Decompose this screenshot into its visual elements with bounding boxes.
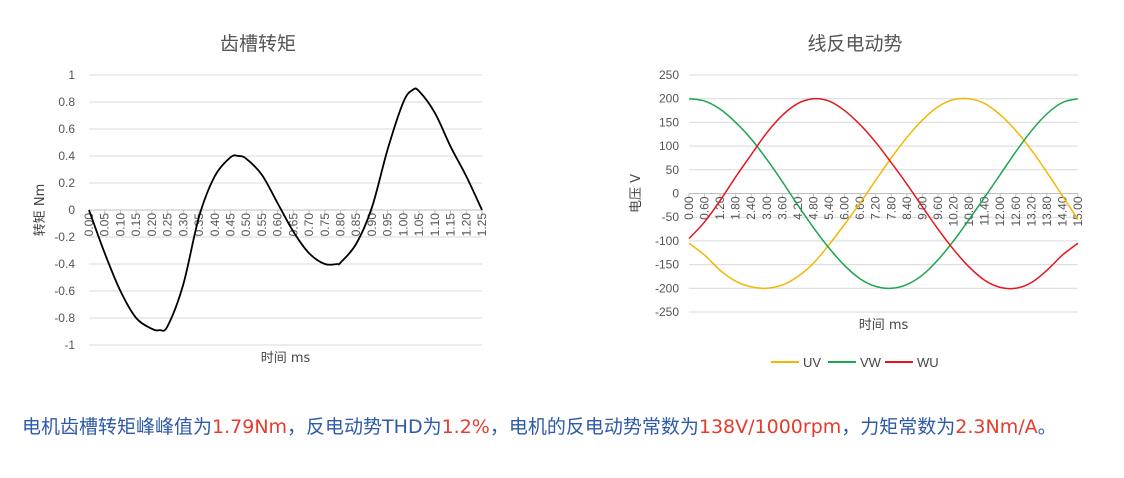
chart-title: 齿槽转矩 xyxy=(220,33,296,55)
summary-text-segment: ，反电动势THD为 xyxy=(287,416,442,438)
y-tick-label: 100 xyxy=(659,139,679,153)
summary-text-segment: 。 xyxy=(1037,416,1057,438)
x-tick-label: 1.05 xyxy=(412,213,426,237)
x-tick-label: 3.00 xyxy=(760,196,774,220)
x-tick-label: 0.40 xyxy=(208,213,222,237)
legend-label-wu: WU xyxy=(917,355,939,370)
x-axis-title: 时间 ms xyxy=(859,318,909,333)
x-tick-label: 12.00 xyxy=(993,196,1007,226)
y-tick-label: 250 xyxy=(659,68,679,82)
backemf-chart: 线反电动势 250 200 150 100 50 0 -50 -100 -150 -200 -250 0… xyxy=(629,33,1085,370)
x-tick-label: 7.80 xyxy=(884,196,898,220)
summary-value: 138V/1000rpm xyxy=(698,416,842,438)
x-tick-label: 5.40 xyxy=(822,196,836,220)
legend-label-vw: VW xyxy=(860,355,882,370)
x-tick-label: 15.00 xyxy=(1071,196,1085,226)
x-tick-label: 1.20 xyxy=(713,196,727,220)
x-tick-label: 3.60 xyxy=(775,196,789,220)
summary-text-segment: ，电机的反电动势常数为 xyxy=(489,416,699,438)
summary-value: 1.79Nm xyxy=(212,416,288,438)
x-tick-label: 12.60 xyxy=(1009,196,1023,226)
y-tick-label: -0.2 xyxy=(54,230,75,244)
x-tick-label: 0.45 xyxy=(223,213,237,237)
x-tick-label: 0.95 xyxy=(381,213,395,237)
x-tick-label: 4.80 xyxy=(806,196,820,220)
y-tick-label: 150 xyxy=(659,115,679,129)
x-tick-label: 1.00 xyxy=(396,213,410,237)
x-tick-label: 1.20 xyxy=(459,213,473,237)
x-tick-label: 0.85 xyxy=(349,213,363,237)
summary-value: 2.3Nm/A xyxy=(955,416,1038,438)
x-tick-label: 0.50 xyxy=(239,213,253,237)
summary-text: 电机齿槽转矩峰峰值为1.79Nm，反电动势THD为1.2%，电机的反电动势常数为… xyxy=(22,414,1112,440)
series-line-wu xyxy=(688,97,1079,290)
x-tick-label: 0.20 xyxy=(145,213,159,237)
y-tick-label: -1 xyxy=(64,338,75,352)
cogging-chart: 齿槽转矩10.80.60.40.20-0.2-0.4-0.6-0.8-10.00… xyxy=(33,33,489,366)
x-tick-label: 11.40 xyxy=(978,196,992,225)
x-tick-label: 0.60 xyxy=(698,196,712,220)
y-tick-label: 0.4 xyxy=(58,149,75,163)
x-tick-label: 0.80 xyxy=(334,213,348,237)
series-line xyxy=(88,87,483,332)
y-tick-label: -200 xyxy=(655,281,679,295)
y-axis-title: 转矩 Nm xyxy=(33,184,48,237)
x-tick-label: 4.20 xyxy=(791,196,805,220)
x-tick-label: 0.10 xyxy=(113,213,127,237)
legend-label-uv: UV xyxy=(803,355,821,370)
legend: UV VW WU xyxy=(771,355,939,370)
x-tick-label: 0.55 xyxy=(255,213,269,237)
y-tick-label: -250 xyxy=(655,305,679,319)
x-tick-label: 6.00 xyxy=(838,196,852,220)
x-tick-label: 6.60 xyxy=(853,196,867,220)
y-tick-label: 50 xyxy=(666,163,680,177)
x-tick-label: 10.80 xyxy=(962,196,976,226)
series-line-uv xyxy=(688,97,1079,290)
summary-text-segment: ，力矩常数为 xyxy=(841,416,956,438)
x-tick-label: 0.75 xyxy=(318,213,332,237)
x-tick-label: 2.40 xyxy=(744,196,758,220)
x-tick-label: 0.65 xyxy=(286,213,300,237)
summary-text-segment: 电机齿槽转矩峰峰值为 xyxy=(22,416,213,438)
x-axis-title: 时间 ms xyxy=(261,351,311,366)
y-tick-label: -100 xyxy=(655,234,679,248)
x-tick-label: 9.60 xyxy=(931,196,945,220)
y-tick-label: 0 xyxy=(68,203,75,217)
x-tick-label: 8.40 xyxy=(900,196,914,220)
y-tick-label: 0.8 xyxy=(58,95,75,109)
y-tick-label: -0.4 xyxy=(54,257,75,271)
y-tick-label: 0 xyxy=(672,187,679,201)
x-tick-label: 0.25 xyxy=(161,213,175,237)
x-tick-label: 0.15 xyxy=(129,213,143,237)
x-tick-label: 0.70 xyxy=(302,213,316,237)
x-tick-label: 1.10 xyxy=(428,213,442,237)
x-tick-label: 1.80 xyxy=(729,196,743,220)
y-tick-label: 1 xyxy=(68,68,75,82)
series-line-vw xyxy=(688,97,1079,290)
x-tick-label: 13.20 xyxy=(1024,196,1038,226)
chart-title: 线反电动势 xyxy=(807,33,902,55)
y-tick-label: -50 xyxy=(662,210,680,224)
x-tick-label: 0.30 xyxy=(176,213,190,237)
x-tick-label: 1.25 xyxy=(475,213,489,237)
charts-canvas: 齿槽转矩10.80.60.40.20-0.2-0.4-0.6-0.8-10.00… xyxy=(33,33,1085,370)
y-tick-label: 200 xyxy=(659,92,679,106)
x-tick-label: 14.40 xyxy=(1055,196,1069,226)
y-tick-label: -0.8 xyxy=(54,311,75,325)
x-tick-label: 13.80 xyxy=(1040,196,1054,226)
y-axis-title: 电压 V xyxy=(629,174,644,213)
x-tick-label: 1.15 xyxy=(444,213,458,237)
x-tick-label: 7.20 xyxy=(869,196,883,220)
y-tick-label: -0.6 xyxy=(54,284,75,298)
x-tick-label: 0.60 xyxy=(271,213,285,237)
x-tick-label: 0.90 xyxy=(365,213,379,237)
x-tick-label: 0.00 xyxy=(682,196,696,220)
y-tick-label: 0.2 xyxy=(58,176,75,190)
summary-value: 1.2% xyxy=(441,416,490,438)
y-tick-label: 0.6 xyxy=(58,122,75,136)
y-tick-label: -150 xyxy=(655,258,679,272)
x-tick-label: 0.05 xyxy=(98,213,112,237)
x-tick-label: 10.20 xyxy=(947,196,961,226)
